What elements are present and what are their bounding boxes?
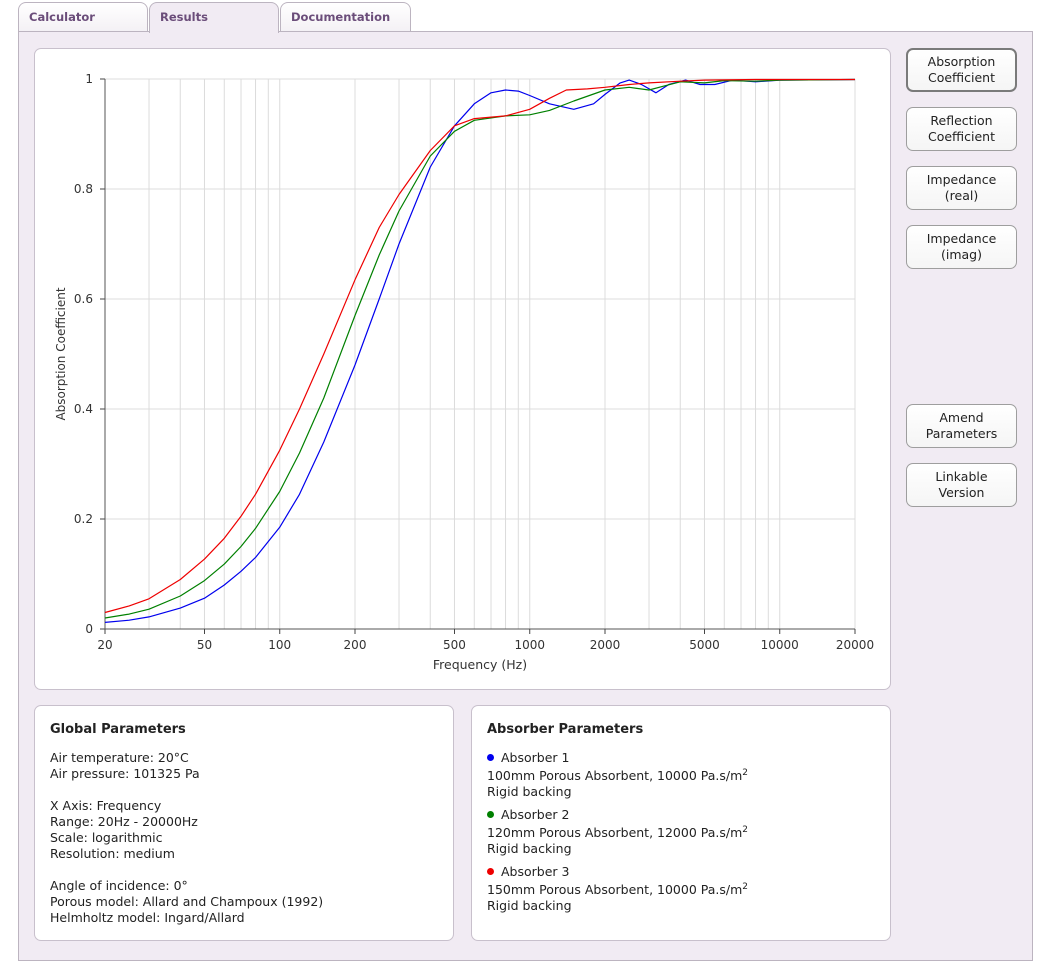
x-tick-label: 50	[197, 638, 212, 652]
absorber-1-label: Absorber 1	[487, 750, 569, 766]
y-tick-label: 0.4	[74, 402, 93, 416]
x-tick-label: 500	[443, 638, 466, 652]
absorber-1-dot-icon	[487, 754, 494, 761]
absorber-1-backing: Rigid backing	[487, 784, 572, 799]
x-tick-label: 20000	[836, 638, 874, 652]
scale-param: Scale: logarithmic	[50, 830, 163, 845]
linkable-version-button[interactable]: Linkable Version	[906, 463, 1017, 507]
x-tick-label: 100	[268, 638, 291, 652]
absorber-parameters-title: Absorber Parameters	[487, 722, 644, 737]
x-tick-label: 20	[97, 638, 112, 652]
porous-model-param: Porous model: Allard and Champoux (1992)	[50, 894, 324, 909]
chart-container: 0 0.2 0.4 0.6 0.8 1 20 50 100 200 500 1000 2000 5000 1…	[34, 48, 891, 690]
impedance-real-button[interactable]: Impedance (real)	[906, 166, 1017, 210]
absorber-3-desc: 150mm Porous Absorbent, 10000 Pa.s/m2	[487, 881, 749, 897]
x-tick-label: 1000	[514, 638, 545, 652]
reflection-coefficient-button[interactable]: Reflection Coefficient	[906, 107, 1017, 151]
x-axis-label: Frequency (Hz)	[433, 657, 527, 672]
absorption-chart: 0 0.2 0.4 0.6 0.8 1 20 50 100 200 500 1000 2000 5000 1…	[54, 72, 874, 672]
absorber-2-label: Absorber 2	[487, 807, 569, 823]
y-tick-label: 1	[85, 72, 93, 86]
tab-results[interactable]: Results	[149, 2, 279, 33]
tab-documentation[interactable]: Documentation	[280, 2, 411, 31]
resolution-param: Resolution: medium	[50, 846, 175, 861]
absorber-3-dot-icon	[487, 868, 494, 875]
y-tick-label: 0.8	[74, 182, 93, 196]
y-tick-label: 0.6	[74, 292, 93, 306]
air-pressure: Air pressure: 101325 Pa	[50, 766, 200, 781]
tab-calculator[interactable]: Calculator	[18, 2, 148, 31]
absorber-3-label: Absorber 3	[487, 864, 569, 880]
x-axis-param: X Axis: Frequency	[50, 798, 162, 813]
absorption-coefficient-button[interactable]: Absorption Coefficient	[906, 48, 1017, 92]
series-line-absorber-2	[104, 78, 856, 619]
angle-param: Angle of incidence: 0°	[50, 878, 188, 893]
y-tick-label: 0.2	[74, 512, 93, 526]
absorber-2-backing: Rigid backing	[487, 841, 572, 856]
impedance-imag-button[interactable]: Impedance (imag)	[906, 225, 1017, 269]
x-tick-label: 200	[344, 638, 367, 652]
series-line-absorber-1	[104, 78, 856, 623]
amend-parameters-button[interactable]: Amend Parameters	[906, 404, 1017, 448]
x-tick-label: 5000	[689, 638, 720, 652]
absorber-1-desc: 100mm Porous Absorbent, 10000 Pa.s/m2	[487, 767, 749, 783]
absorber-parameters-box: Absorber Parameters Absorber 1 100mm Por…	[471, 705, 891, 941]
tab-label: Documentation	[291, 10, 391, 24]
air-temperature: Air temperature: 20°C	[50, 750, 189, 765]
global-parameters-title: Global Parameters	[50, 722, 186, 737]
tab-label: Calculator	[29, 10, 95, 24]
y-axis-label: Absorption Coefficient	[54, 287, 68, 420]
global-parameters-box: Global Parameters Air temperature: 20°C …	[34, 705, 454, 941]
x-tick-label: 2000	[590, 638, 621, 652]
x-tick-label: 10000	[761, 638, 799, 652]
helmholtz-model-param: Helmholtz model: Ingard/Allard	[50, 910, 245, 925]
range-param: Range: 20Hz - 20000Hz	[50, 814, 198, 829]
absorber-2-desc: 120mm Porous Absorbent, 12000 Pa.s/m2	[487, 824, 749, 840]
series-line-absorber-3	[104, 78, 855, 614]
tab-label: Results	[160, 10, 208, 24]
absorber-3-backing: Rigid backing	[487, 898, 572, 913]
y-tick-label: 0	[85, 622, 93, 636]
absorber-2-dot-icon	[487, 811, 494, 818]
